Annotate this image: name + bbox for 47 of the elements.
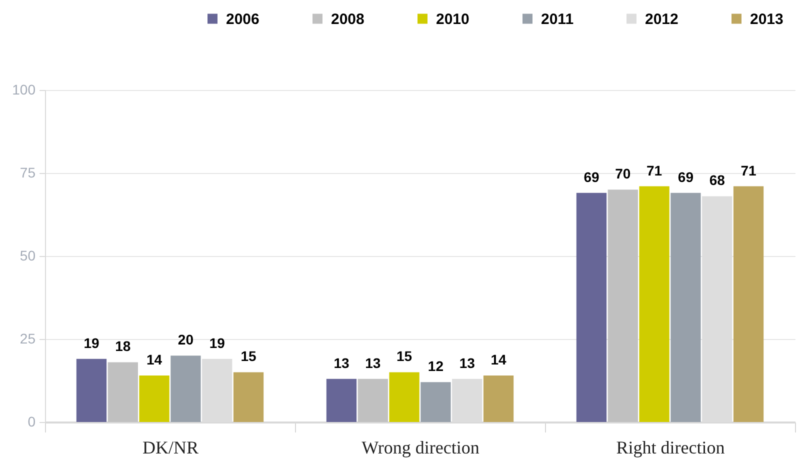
data-label: 14 — [146, 352, 162, 368]
legend-label: 2013 — [750, 10, 784, 28]
data-label: 71 — [646, 162, 662, 178]
data-label: 20 — [178, 332, 194, 348]
data-label: 70 — [615, 166, 631, 182]
data-label: 19 — [209, 334, 226, 351]
bar — [733, 186, 764, 422]
bar — [483, 376, 514, 422]
bar — [326, 378, 357, 422]
data-label: 69 — [678, 168, 694, 185]
bar — [170, 356, 201, 422]
data-label: 13 — [334, 354, 350, 371]
data-label: 71 — [740, 162, 757, 178]
bar — [389, 372, 420, 422]
y-tick-label: 100 — [12, 82, 36, 98]
bar — [233, 372, 264, 422]
bar — [108, 362, 138, 422]
data-label: 69 — [584, 168, 600, 185]
y-tick-label: 50 — [20, 248, 36, 264]
legend-label: 2011 — [541, 10, 574, 28]
data-label: 14 — [490, 352, 507, 368]
y-tick-label: 0 — [28, 414, 36, 430]
bar — [420, 382, 451, 422]
x-tick-label: DK/NR — [142, 438, 199, 458]
data-label: 68 — [709, 172, 726, 188]
legend-label: 2010 — [436, 10, 470, 28]
y-tick-label: 75 — [20, 164, 36, 180]
data-label: 13 — [365, 354, 381, 371]
data-label: 12 — [428, 358, 444, 374]
bar — [358, 378, 388, 422]
bar — [139, 376, 170, 422]
data-label: 19 — [84, 334, 100, 351]
bar — [576, 192, 607, 422]
data-label: 18 — [115, 338, 131, 354]
bar — [608, 190, 638, 422]
legend-label: 2006 — [226, 10, 260, 28]
bar — [76, 358, 107, 422]
bar — [639, 186, 670, 422]
data-label: 15 — [240, 348, 257, 364]
legend-label: 2012 — [645, 10, 678, 28]
bar — [670, 192, 701, 422]
x-tick-label: Wrong direction — [362, 438, 480, 458]
data-label: 13 — [459, 354, 476, 371]
x-tick-label: Right direction — [616, 438, 725, 458]
data-label: 15 — [396, 348, 412, 364]
y-tick-label: 25 — [20, 330, 36, 346]
legend-label: 2008 — [331, 10, 364, 28]
